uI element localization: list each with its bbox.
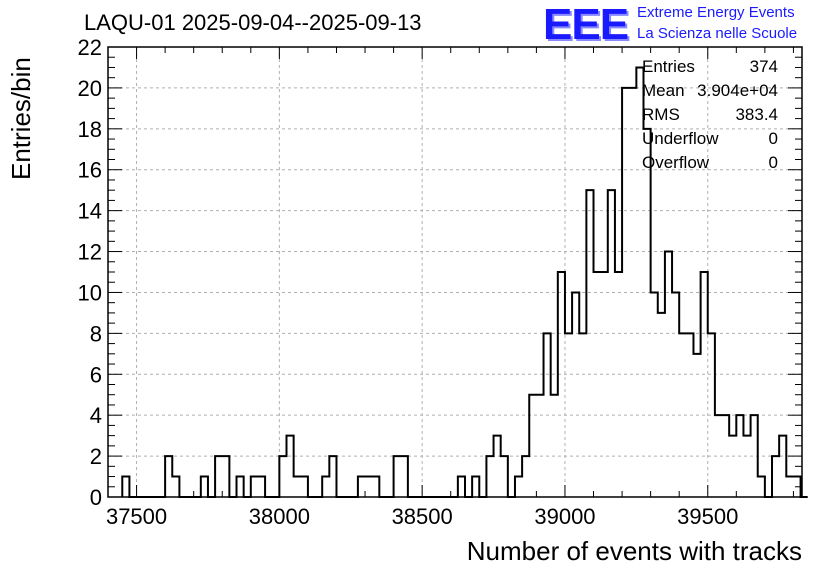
y-tick-label: 4: [90, 403, 102, 428]
histogram-bin: [522, 456, 529, 497]
histogram-bin: [122, 477, 129, 497]
histogram-bin: [601, 272, 608, 497]
histogram-bin: [486, 456, 493, 497]
y-tick-label: 14: [78, 199, 102, 224]
histogram-bin: [237, 477, 244, 497]
x-tick-label: 38500: [392, 504, 453, 529]
histogram-bin: [172, 477, 179, 497]
histogram-bin: [222, 456, 229, 497]
x-tick-label: 39500: [677, 504, 738, 529]
y-tick-label: 8: [90, 321, 102, 346]
y-axis-label: Entries/bin: [6, 57, 36, 180]
histogram-bin: [572, 292, 579, 497]
x-axis-label: Number of events with tracks: [466, 536, 802, 566]
histogram-bin: [594, 272, 601, 497]
y-tick-label: 2: [90, 444, 102, 469]
stat-value: 0: [768, 153, 778, 172]
y-tick-label: 6: [90, 362, 102, 387]
histogram-bin: [401, 456, 408, 497]
histogram-bin: [515, 477, 522, 497]
logo-line-2: La Scienza nelle Scuole: [637, 25, 798, 42]
axes: 37500 38000 38500 39000 39500 0 2 4 6 8 10 12 14 16 18…: [78, 35, 802, 529]
histogram-bin: [743, 436, 750, 497]
y-tick-label: 16: [78, 158, 102, 183]
stat-label: Overflow: [642, 153, 710, 172]
histogram-bin: [786, 477, 793, 497]
histogram-bin: [365, 477, 372, 497]
histogram-bin: [294, 477, 301, 497]
histogram-bin: [358, 477, 365, 497]
histogram-bin: [501, 456, 508, 497]
x-tick-label: 39000: [534, 504, 595, 529]
histogram-bin: [458, 477, 465, 497]
histogram-bin: [329, 456, 336, 497]
histogram-bin: [651, 292, 658, 497]
histogram-bin: [301, 477, 308, 497]
stat-label: RMS: [642, 105, 680, 124]
histogram-bin: [586, 190, 593, 497]
histogram-bin: [494, 436, 501, 497]
stat-value: 3.904e+04: [697, 81, 778, 100]
histogram-bin: [372, 477, 379, 497]
histogram-bin: [286, 436, 293, 497]
histogram-bin: [758, 477, 765, 497]
y-tick-label: 0: [90, 485, 102, 510]
histogram-bin: [529, 395, 536, 497]
stat-row-rms: RMS 383.4: [640, 105, 778, 129]
chart-title: LAQU-01 2025-09-04--2025-09-13: [84, 10, 422, 35]
histogram-bin: [608, 190, 615, 497]
histogram-bin: [693, 354, 700, 497]
stat-row-mean: Mean 3.904e+04: [640, 81, 778, 105]
stat-row-entries: Entries 374: [640, 57, 778, 81]
histogram-bin: [558, 272, 565, 497]
y-tick-label: 12: [78, 240, 102, 265]
stat-label: Mean: [642, 81, 685, 100]
histogram-bin: [729, 436, 736, 497]
y-tick-label: 20: [78, 76, 102, 101]
y-tick-label: 22: [78, 35, 102, 60]
stat-row-overflow: Overflow 0: [640, 153, 778, 177]
histogram-bin: [551, 395, 558, 497]
histogram-bin: [215, 456, 222, 497]
histogram-bin: [394, 456, 401, 497]
histogram-bin: [701, 272, 708, 497]
histogram-bin: [251, 477, 258, 497]
stat-label: Entries: [642, 57, 695, 76]
stat-value: 374: [749, 57, 778, 76]
stat-value: 383.4: [735, 105, 778, 124]
x-tick-label: 37500: [106, 504, 167, 529]
eee-logo: EEE: [543, 0, 629, 49]
stats-box: Entries 374 Mean 3.904e+04 RMS 383.4 Und…: [640, 57, 778, 177]
histogram-bin: [258, 477, 265, 497]
y-tick-label: 10: [78, 280, 102, 305]
x-tick-label: 38000: [249, 504, 310, 529]
histogram-bin: [658, 313, 665, 497]
histogram-bin: [779, 436, 786, 497]
logo-line-1: Extreme Energy Events: [637, 4, 795, 21]
histogram-series: [121, 66, 808, 498]
stat-row-underflow: Underflow 0: [640, 129, 778, 153]
histogram-bin: [672, 292, 679, 497]
histogram-bin: [643, 129, 650, 497]
histogram-bin: [322, 477, 329, 497]
y-tick-label: 18: [78, 117, 102, 142]
stat-value: 0: [768, 129, 778, 148]
histogram-bin: [279, 456, 286, 497]
histogram-bin: [772, 456, 779, 497]
histogram-step-line: [121, 66, 808, 498]
histogram-bin: [165, 456, 172, 497]
histogram-bin: [472, 477, 479, 497]
histogram-bin: [536, 395, 543, 497]
histogram-bin: [201, 477, 208, 497]
histogram-bin: [615, 272, 622, 497]
stat-label: Underflow: [642, 129, 719, 148]
